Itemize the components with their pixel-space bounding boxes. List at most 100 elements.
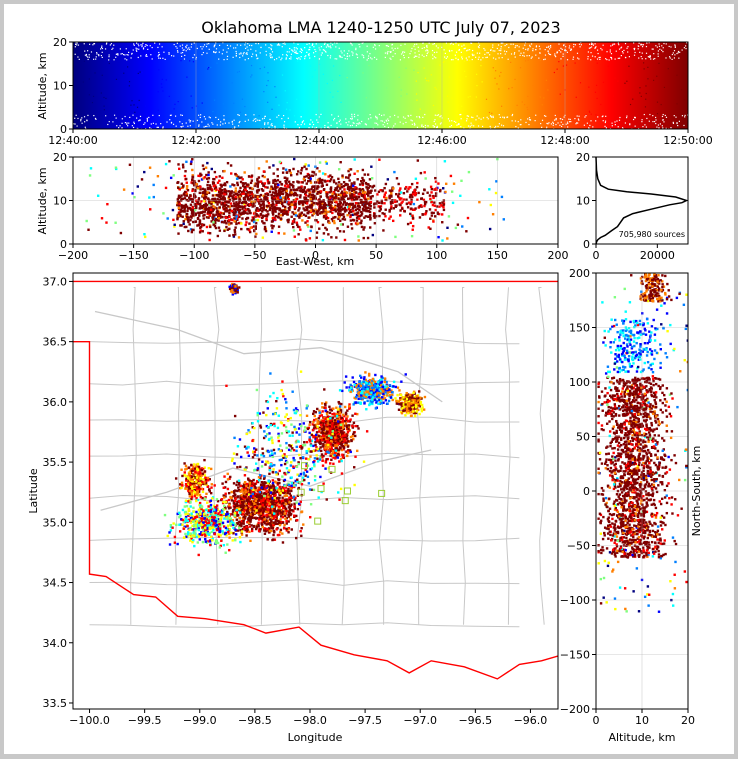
- source-point: [606, 59, 607, 60]
- source-point: [228, 216, 230, 218]
- source-point: [287, 198, 289, 200]
- source-point: [265, 523, 267, 525]
- source-point: [231, 210, 233, 212]
- source-point: [296, 99, 297, 100]
- source-point: [359, 122, 360, 123]
- source-point: [76, 125, 77, 126]
- source-point: [221, 216, 223, 218]
- source-point: [619, 117, 620, 118]
- source-point: [357, 115, 358, 116]
- source-point: [404, 57, 405, 58]
- source-point: [271, 231, 273, 233]
- source-point: [290, 191, 292, 193]
- source-point: [417, 127, 418, 128]
- source-point: [395, 204, 397, 206]
- source-point: [674, 44, 675, 45]
- eastwest-altitude-grid: [73, 157, 558, 244]
- source-point: [227, 478, 229, 480]
- source-point: [339, 161, 341, 163]
- source-point: [410, 207, 412, 209]
- source-point: [330, 47, 331, 48]
- source-point: [293, 189, 295, 191]
- source-point: [82, 123, 83, 124]
- source-point: [429, 198, 431, 200]
- source-point: [503, 125, 504, 126]
- source-point: [287, 102, 288, 103]
- source-point: [140, 116, 141, 117]
- source-point: [512, 87, 513, 88]
- source-point: [158, 57, 159, 58]
- source-point: [271, 54, 272, 55]
- source-point: [282, 510, 284, 512]
- source-point: [89, 174, 91, 176]
- source-point: [361, 226, 363, 228]
- source-point: [87, 56, 88, 57]
- county-line: [379, 287, 384, 624]
- source-point: [258, 195, 260, 197]
- source-point: [105, 48, 106, 49]
- source-point: [242, 522, 244, 524]
- source-point: [377, 124, 378, 125]
- source-point: [290, 201, 292, 203]
- source-point: [434, 43, 435, 44]
- source-point: [610, 49, 611, 50]
- source-point: [567, 122, 568, 123]
- source-point: [363, 217, 365, 219]
- source-point: [489, 112, 490, 113]
- source-point: [476, 96, 477, 97]
- source-point: [116, 79, 117, 80]
- source-point: [281, 118, 282, 119]
- source-point: [158, 91, 159, 92]
- source-point: [186, 213, 188, 215]
- source-point: [455, 227, 457, 229]
- source-point: [285, 90, 286, 91]
- source-point: [132, 115, 133, 116]
- source-point: [178, 197, 180, 199]
- source-point: [527, 109, 528, 110]
- source-point: [227, 229, 229, 231]
- source-point: [85, 55, 86, 56]
- source-point: [486, 52, 487, 53]
- source-point: [158, 69, 159, 70]
- source-point: [498, 44, 499, 45]
- source-point: [272, 125, 273, 126]
- source-point: [285, 169, 287, 171]
- source-point: [144, 122, 145, 123]
- source-point: [221, 221, 223, 223]
- source-point: [265, 116, 266, 117]
- source-point: [670, 57, 671, 58]
- county-line: [539, 287, 544, 624]
- source-point: [343, 216, 345, 218]
- source-point: [169, 119, 170, 120]
- source-point: [206, 226, 208, 228]
- source-point: [233, 57, 234, 58]
- source-point: [132, 125, 133, 126]
- source-point: [634, 52, 635, 53]
- source-point: [622, 51, 623, 52]
- source-point: [327, 211, 329, 213]
- source-point: [330, 46, 331, 47]
- source-point: [558, 61, 559, 62]
- source-point: [264, 226, 266, 228]
- source-point: [480, 119, 481, 120]
- source-point: [629, 56, 630, 57]
- source-point: [183, 220, 185, 222]
- source-point: [299, 194, 301, 196]
- source-point: [233, 103, 234, 104]
- source-point: [355, 209, 357, 211]
- source-point: [339, 48, 340, 49]
- source-point: [209, 125, 210, 126]
- source-point: [598, 53, 599, 54]
- source-point: [175, 46, 176, 47]
- source-point: [227, 162, 229, 164]
- source-point: [291, 211, 293, 213]
- source-point: [239, 57, 240, 58]
- source-point: [199, 231, 201, 233]
- source-point: [187, 230, 189, 232]
- source-point: [186, 77, 187, 78]
- source-point: [373, 47, 374, 48]
- source-point: [215, 189, 217, 191]
- source-point: [282, 522, 284, 524]
- source-point: [279, 188, 281, 190]
- source-point: [627, 46, 628, 47]
